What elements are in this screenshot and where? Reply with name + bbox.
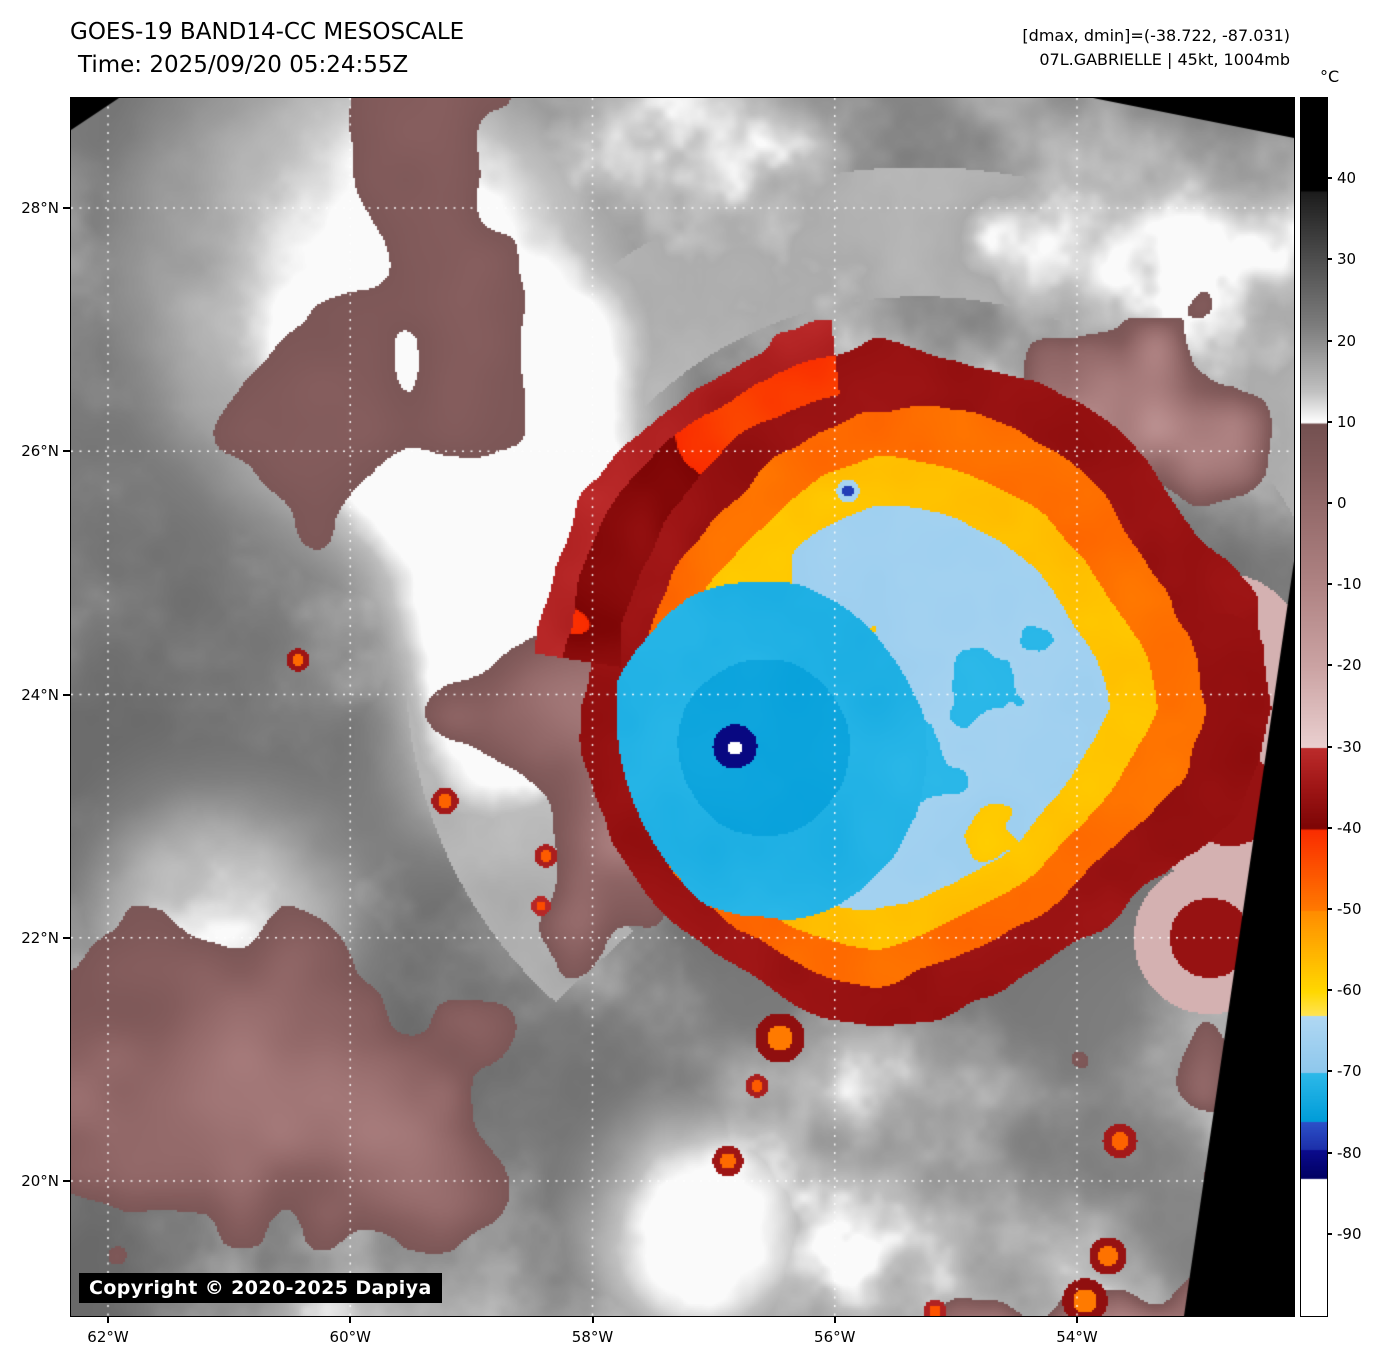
colorbar-tick-label: -50 (1337, 900, 1362, 918)
colorbar-tick-label: -10 (1337, 575, 1362, 594)
colorbar-tick-mark (1328, 1151, 1332, 1154)
lat-tick-label: 20°N (21, 1172, 59, 1190)
lat-tick-label: 28°N (21, 199, 59, 217)
lon-tick-mark (349, 1316, 352, 1323)
satellite-imagery-canvas (71, 98, 1294, 1316)
lat-tick-mark (63, 450, 70, 453)
colorbar-tick-label: -20 (1337, 656, 1362, 675)
colorbar-tick-label: -30 (1337, 737, 1362, 756)
lon-tick-label: 54°W (1056, 1328, 1098, 1346)
colorbar-tick-mark (1328, 1232, 1332, 1235)
colorbar-tick-label: -40 (1337, 818, 1362, 837)
colorbar-tick-label: 30 (1337, 250, 1357, 269)
colorbar-tick-mark (1328, 1070, 1332, 1073)
lat-tick-label: 26°N (21, 442, 59, 461)
lon-tick-label: 60°W (329, 1328, 371, 1346)
title-block: GOES-19 BAND14-CC MESOSCALE Time: 2025/0… (70, 16, 464, 82)
lat-tick-label: 24°N (21, 685, 59, 704)
colorbar-tick-label: -70 (1337, 1062, 1362, 1081)
colorbar-tick-mark (1328, 177, 1332, 180)
map-plot-area: Copyright © 2020-2025 Dapiya 28°N 26°N 24°… (21, 97, 1295, 1346)
lon-tick-mark (591, 1316, 594, 1323)
colorbar-tick-label: -90 (1337, 1224, 1362, 1243)
colorbar-tick-label: -60 (1337, 981, 1362, 1000)
copyright-badge: Copyright © 2020-2025 Dapiya (79, 1273, 442, 1303)
lon-tick-mark (833, 1316, 836, 1323)
lat-tick-mark (63, 1180, 70, 1182)
storm-info-readout: 07L.GABRIELLE | 45kt, 1004mb (1039, 50, 1290, 69)
lon-tick-mark (107, 1316, 109, 1323)
colorbar-tick-mark (1328, 583, 1332, 586)
colorbar-tick-mark (1328, 989, 1332, 992)
colorbar: °C 40 30 20 10 0 -10 -20 -30 -40 -50 -60 -70 -80 -90 (1300, 67, 1362, 1317)
lat-tick-label: 22°N (21, 928, 59, 947)
lon-tick-mark (1076, 1316, 1078, 1323)
colorbar-tick-mark (1328, 258, 1332, 261)
colorbar-tick-mark (1328, 339, 1332, 342)
colorbar-tick-label: 40 (1337, 169, 1357, 188)
colorbar-tick-label: 0 (1337, 494, 1347, 512)
colorbar-tick-mark (1328, 908, 1332, 910)
colorbar-tick-mark (1328, 502, 1332, 504)
info-block: [dmax, dmin]=(-38.722, -87.031) 07L.GABR… (1022, 24, 1290, 72)
lon-tick-label: 56°W (814, 1328, 856, 1346)
lat-tick-mark (63, 936, 70, 939)
colorbar-tick-label: -80 (1337, 1143, 1362, 1162)
colorbar-unit-label: °C (1320, 67, 1340, 86)
colorbar-tick-label: 10 (1337, 412, 1357, 431)
colorbar-canvas (1300, 97, 1328, 1317)
colorbar-tick-mark (1328, 664, 1332, 667)
colorbar-tick-label: 20 (1337, 331, 1357, 350)
colorbar-tick-mark (1328, 420, 1332, 423)
plot-title: GOES-19 BAND14-CC MESOSCALE (70, 19, 465, 45)
colorbar-tick-mark (1328, 745, 1332, 748)
dmax-dmin-readout: [dmax, dmin]=(-38.722, -87.031) (1022, 26, 1290, 45)
lon-tick-label: 62°W (87, 1328, 129, 1346)
lon-tick-label: 58°W (571, 1328, 614, 1346)
lat-tick-mark (63, 207, 70, 209)
plot-time: Time: 2025/09/20 05:24:55Z (78, 52, 409, 78)
lat-tick-mark (63, 693, 70, 696)
colorbar-tick-mark (1328, 826, 1332, 829)
